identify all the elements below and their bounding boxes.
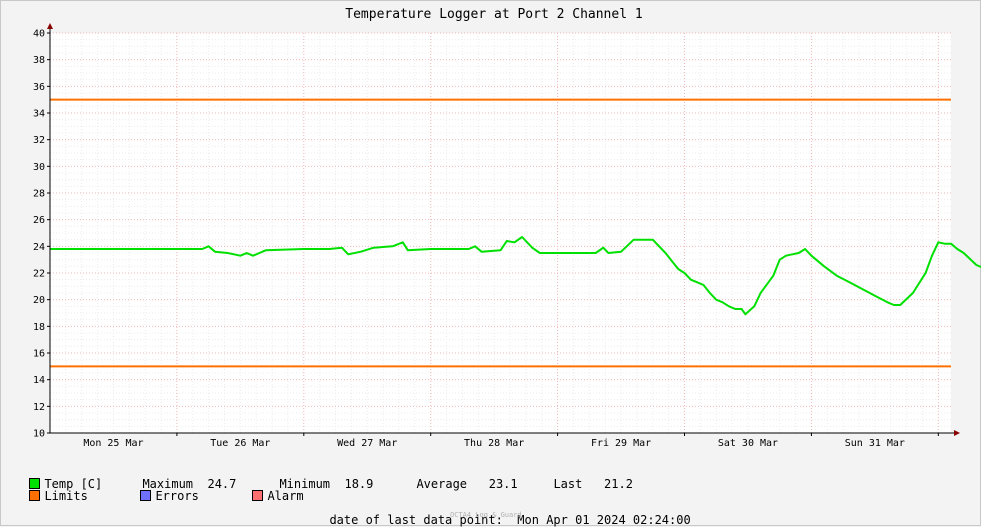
stat-last-label: Last: [553, 477, 583, 491]
y-tick-labels: 10 12 14 16 18 20 22 24 26 28 30 32 34 36 38 40: [33, 29, 45, 440]
series-group: [50, 236, 981, 316]
stat-minimum: Minimum 18.9: [265, 463, 373, 491]
stat-average: Average 23.1: [402, 463, 518, 491]
y-tick-label: 30: [33, 162, 45, 173]
legend-temp-label: Temp [C]: [44, 477, 103, 491]
legend-swatch-errors: [140, 490, 152, 501]
legend-row-1: Temp [C]: [15, 463, 102, 491]
x-tick-label: Sun 31 Mar: [845, 438, 905, 449]
x-tick-label: Tue 26 Mar: [210, 438, 270, 449]
y-tick-label: 26: [33, 215, 45, 226]
legend-alarm: Alarm: [238, 475, 304, 503]
legend-errors-label: Errors: [155, 489, 199, 503]
y-tick-label: 16: [33, 349, 45, 360]
y-tick-label: 10: [33, 429, 45, 440]
x-tick-label: Fri 29 Mar: [591, 438, 651, 449]
series-line-temp: [50, 236, 981, 316]
y-tick-label: 14: [33, 375, 45, 386]
y-tick-label: 38: [33, 55, 45, 66]
x-tick-labels: Mon 25 Mar Tue 26 Mar Wed 27 Mar Thu 28 Mar…: [83, 438, 905, 449]
stat-maximum: Maximum 24.7: [128, 463, 236, 491]
y-tick-label: 24: [33, 242, 45, 253]
stat-max-label: Maximum: [142, 477, 194, 491]
grid: [50, 32, 951, 434]
limit-lines: [50, 98, 951, 368]
stat-min-label: Minimum: [279, 477, 331, 491]
stat-max-value: 24.7: [207, 477, 237, 491]
stat-last-value: 21.2: [604, 477, 633, 491]
x-tick-label: Thu 28 Mar: [464, 438, 524, 449]
watermark: OCTA4 Log & Guard: [450, 511, 522, 519]
y-tick-label: 34: [33, 109, 45, 120]
y-tick-label: 12: [33, 402, 45, 413]
x-tick-label: Wed 27 Mar: [337, 438, 397, 449]
y-tick-label: 36: [33, 82, 45, 93]
y-tick-label: 32: [33, 135, 45, 146]
legend-swatch-temp: [29, 478, 41, 489]
legend-alarm-label: Alarm: [267, 489, 304, 503]
y-tick-label: 18: [33, 322, 45, 333]
legend-limits-label: Limits: [44, 489, 88, 503]
legend-errors: Errors: [126, 475, 199, 503]
y-tick-label: 28: [33, 189, 45, 200]
stat-min-value: 18.9: [344, 477, 374, 491]
x-axis-arrow: [954, 430, 960, 436]
stat-avg-value: 23.1: [488, 477, 518, 491]
stat-avg-label: Average: [416, 477, 468, 491]
legend-swatch-limits: [29, 490, 41, 501]
last-data-point-label: date of last data point:: [329, 513, 503, 527]
last-data-point-value: Mon Apr 01 2024 02:24:00: [517, 513, 691, 527]
x-tick-label: Mon 25 Mar: [83, 438, 143, 449]
y-tick-label: 22: [33, 269, 45, 280]
legend-limits: Limits: [15, 475, 88, 503]
legend-swatch-alarm: [252, 490, 264, 501]
x-tick-label: Sat 30 Mar: [718, 438, 778, 449]
last-data-point: date of last data point: Mon Apr 01 2024…: [315, 499, 691, 527]
axes: [47, 23, 960, 436]
y-axis-arrow: [47, 23, 53, 29]
stat-last: Last 21.2: [539, 463, 633, 491]
y-tick-label: 20: [33, 295, 45, 306]
y-tick-label: 40: [33, 29, 45, 40]
chart-title: Temperature Logger at Port 2 Channel 1: [345, 7, 642, 22]
